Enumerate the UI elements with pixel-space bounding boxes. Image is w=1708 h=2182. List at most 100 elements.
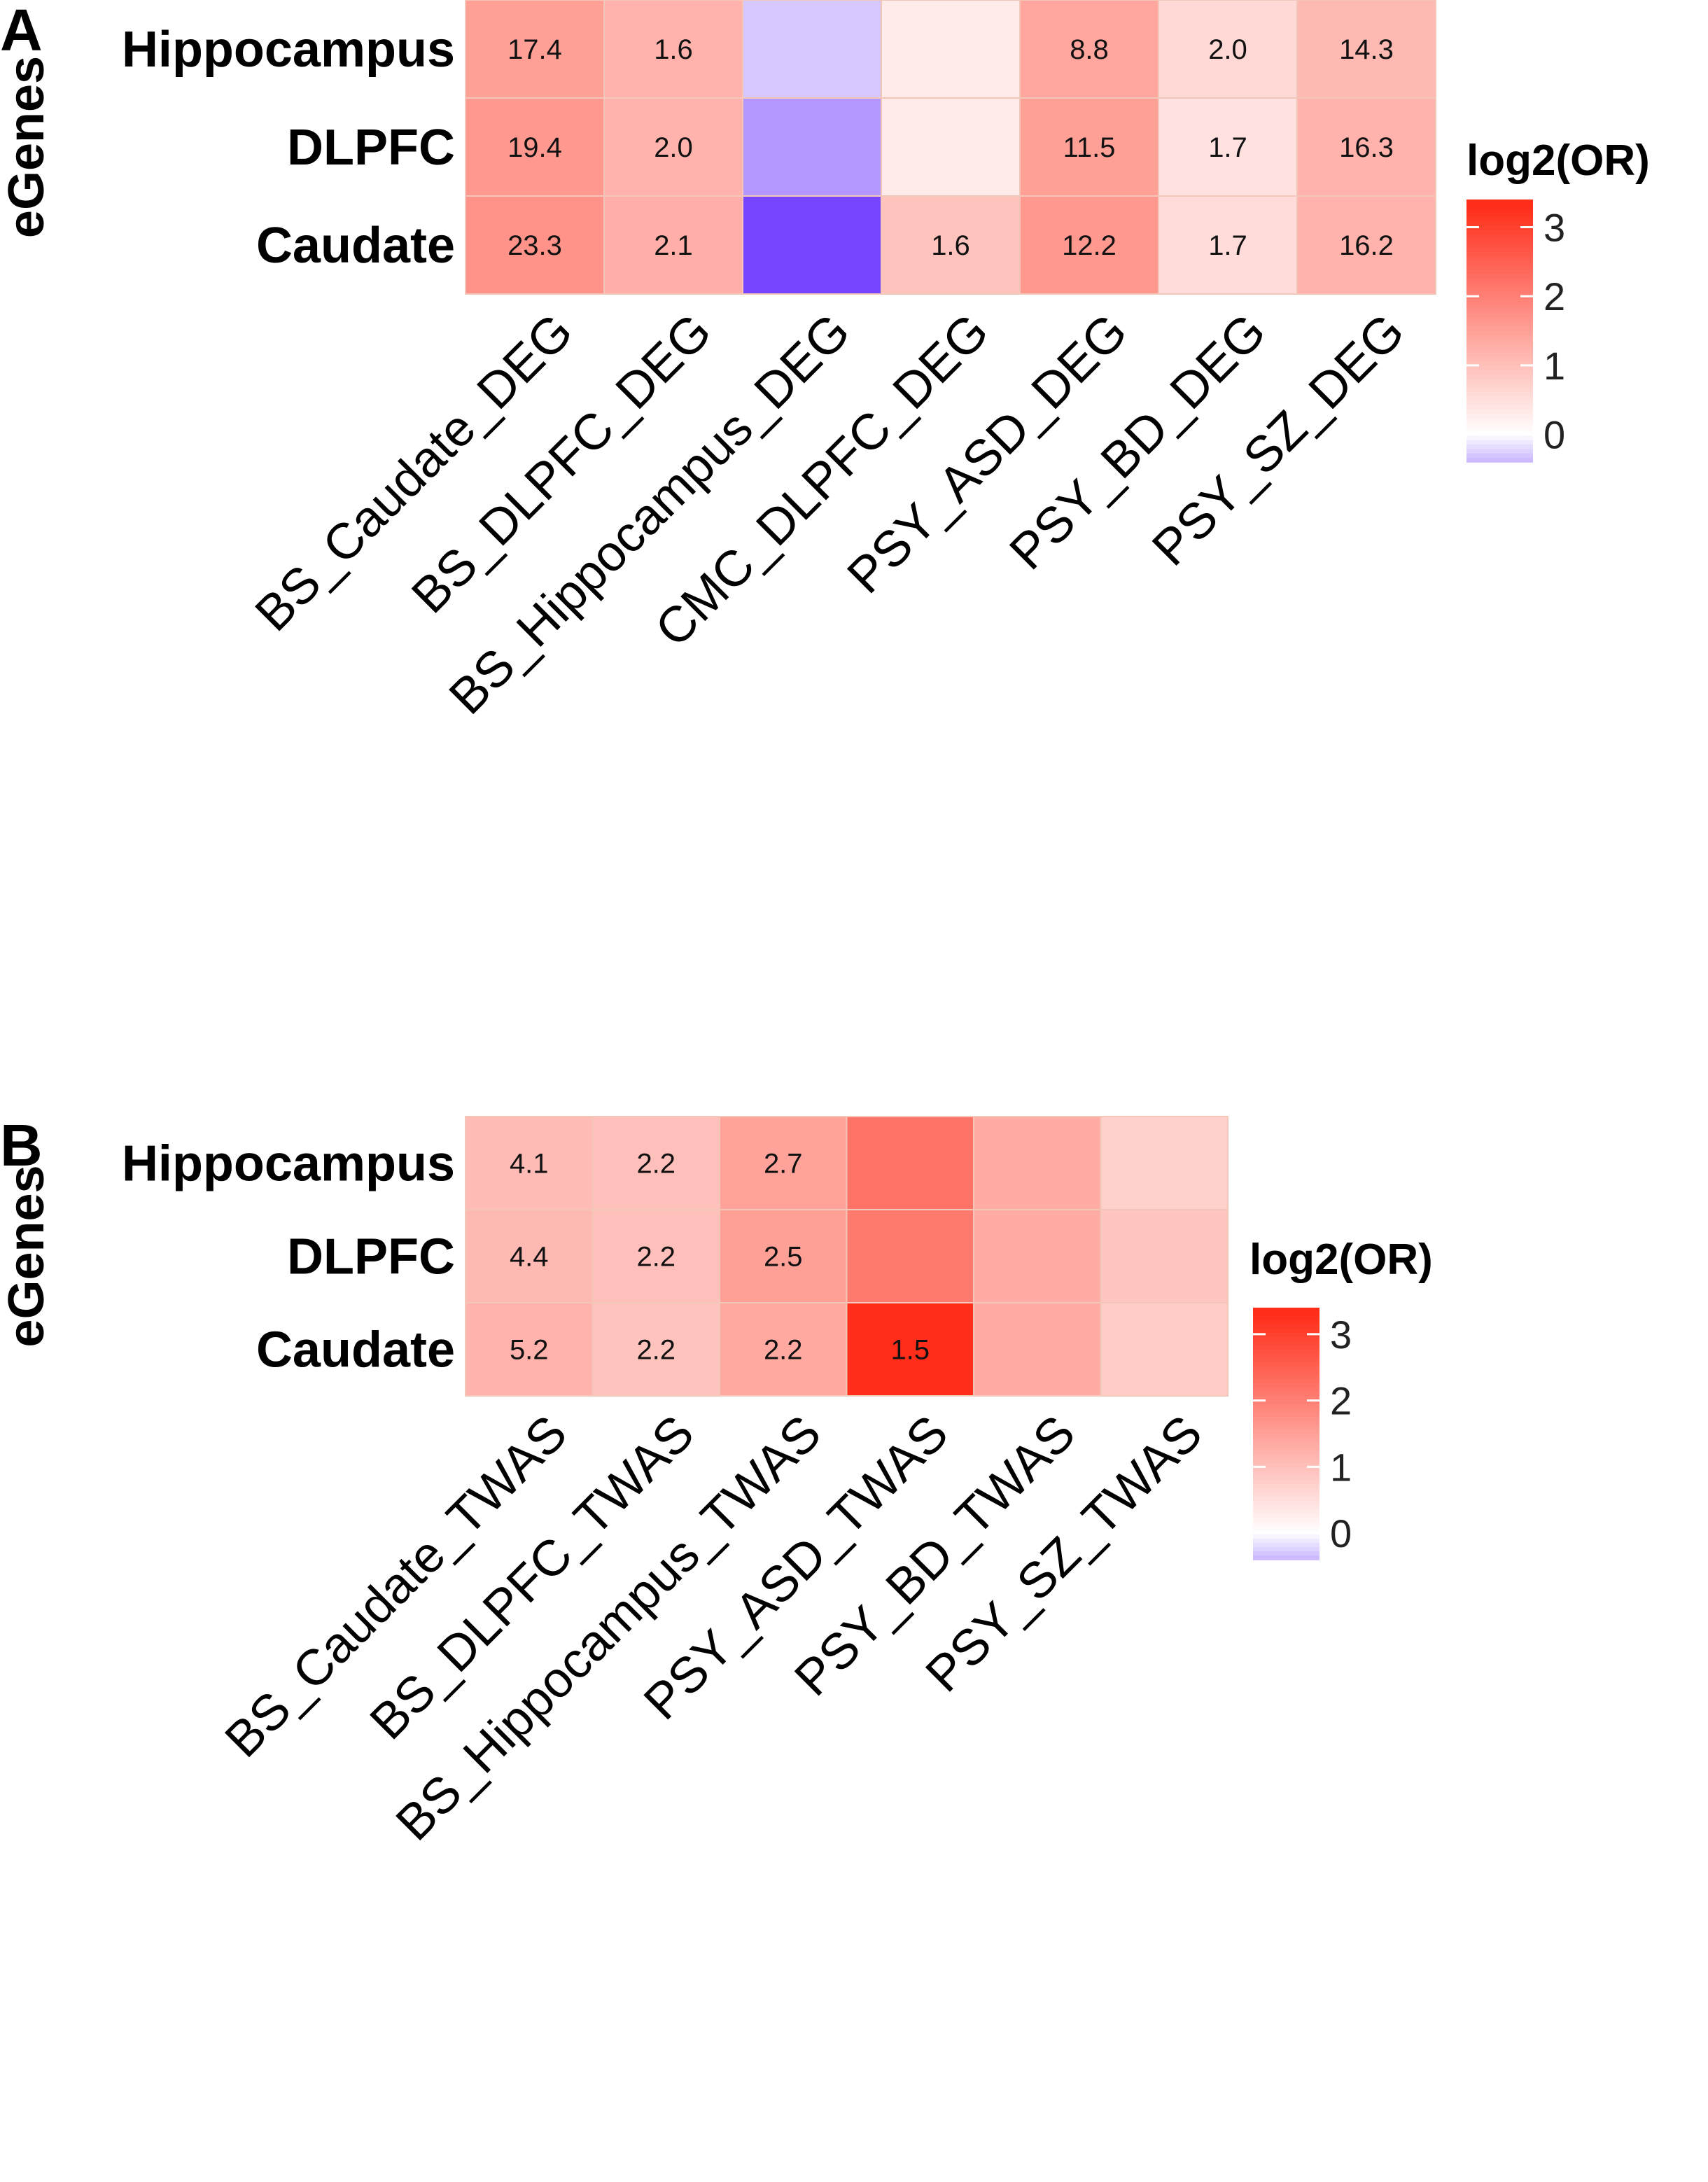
legend-color-bar-segment bbox=[1253, 1312, 1320, 1317]
legend-color-bar-segment bbox=[1466, 410, 1533, 415]
legend-color-bar-segment bbox=[1253, 1455, 1320, 1460]
legend-color-bar-segment bbox=[1466, 379, 1533, 384]
y-axis-title: eGenes bbox=[0, 56, 55, 238]
row-label: Hippocampus bbox=[122, 1136, 455, 1192]
cell-value-label: 14.3 bbox=[1339, 34, 1394, 65]
legend-color-bar-segment bbox=[1466, 239, 1533, 244]
heatmap-cell bbox=[1100, 1116, 1228, 1210]
heatmap-cell bbox=[719, 1116, 848, 1210]
legend-color-bar-segment bbox=[1253, 1324, 1320, 1329]
legend-color-bar-segment bbox=[1253, 1467, 1320, 1472]
legend-color-bar-segment bbox=[1466, 435, 1533, 441]
legend-color-bar-segment bbox=[1466, 383, 1533, 389]
legend-tick-label: 1 bbox=[1544, 344, 1565, 388]
legend-color-bar-segment bbox=[1253, 1341, 1320, 1346]
legend-color-bar-segment bbox=[1466, 361, 1533, 367]
cell-value-label: 1.7 bbox=[1208, 132, 1247, 163]
cell-value-label: 4.1 bbox=[510, 1149, 549, 1180]
legend-color-bar-segment bbox=[1253, 1509, 1320, 1514]
heatmap-cell bbox=[465, 1302, 594, 1397]
legend-color-bar-segment bbox=[1466, 204, 1533, 209]
legend-color-bar-segment bbox=[1466, 295, 1533, 301]
heatmap-cell bbox=[465, 97, 605, 197]
legend-color-bar-segment bbox=[1466, 414, 1533, 419]
cell-value-label: 19.4 bbox=[507, 132, 562, 163]
legend-color-bar-segment bbox=[1253, 1522, 1320, 1527]
cell-value-label: 2.1 bbox=[654, 230, 693, 261]
legend-color-bar-segment bbox=[1466, 305, 1533, 310]
legend-color-bar-segment bbox=[1466, 317, 1533, 323]
legend-color-bar-segment bbox=[1253, 1333, 1320, 1338]
legend-color-bar-segment bbox=[1253, 1337, 1320, 1342]
legend-color-bar-segment bbox=[1253, 1505, 1320, 1510]
legend-color-bar-segment bbox=[1466, 212, 1533, 218]
heatmap-cell bbox=[1019, 0, 1159, 99]
legend-color-bar-segment bbox=[1466, 274, 1533, 279]
legend-color-bar-segment bbox=[1253, 1442, 1320, 1447]
legend-color-bar-segment bbox=[1253, 1358, 1320, 1363]
legend-color-bar-segment bbox=[1253, 1459, 1320, 1464]
legend-color-bar-segment bbox=[1253, 1446, 1320, 1451]
legend-color-bar-segment bbox=[1253, 1501, 1320, 1506]
panel-letter: A bbox=[0, 0, 43, 63]
legend-color-bar-segment bbox=[1466, 256, 1533, 262]
panel-letter: B bbox=[0, 1112, 43, 1178]
legend-color-bar-segment bbox=[1466, 287, 1533, 293]
legend-color-bar-segment bbox=[1466, 440, 1533, 445]
cell-value-label: 2.2 bbox=[636, 1242, 676, 1273]
legend-color-bar-segment bbox=[1466, 291, 1533, 297]
legend-color-bar-segment bbox=[1253, 1539, 1320, 1544]
cell-value-label: 2.0 bbox=[1208, 34, 1247, 65]
legend-color-bar-segment bbox=[1466, 270, 1533, 275]
legend-color-bar-segment bbox=[1253, 1547, 1320, 1552]
heatmap-panel-a: A 17.4 1.6 8.8 2.0 14.3 19.4 2.0 11.5 1.7 16.3 23.3… bbox=[0, 0, 1650, 725]
row-label: DLPFC bbox=[287, 1229, 455, 1285]
legend-tick-label: 1 bbox=[1330, 1445, 1352, 1489]
legend-tick-label: 0 bbox=[1544, 413, 1565, 457]
cell-value-label: 5.2 bbox=[510, 1335, 549, 1366]
column-tick-label: PSY_SZ_DEG bbox=[1142, 303, 1415, 576]
legend-color-bar-segment bbox=[1253, 1513, 1320, 1518]
cell-value-label: 23.3 bbox=[507, 230, 562, 261]
cell-value-label: 2.2 bbox=[636, 1335, 676, 1366]
heatmap-cell bbox=[465, 1116, 594, 1210]
legend-color-bar-segment bbox=[1253, 1450, 1320, 1455]
cell-value-label: 16.2 bbox=[1339, 230, 1394, 261]
y-axis-title: eGenes bbox=[0, 1165, 55, 1347]
legend-color-bar-segment bbox=[1253, 1488, 1320, 1493]
legend-color-bar-segment bbox=[1466, 243, 1533, 249]
cell-value-label: 1.6 bbox=[654, 34, 693, 65]
row-label: Caudate bbox=[256, 1322, 455, 1378]
legend-tick-label: 2 bbox=[1330, 1379, 1352, 1423]
legend-color-bar-segment bbox=[1253, 1354, 1320, 1359]
legend-tick-label: 3 bbox=[1544, 205, 1565, 249]
legend-color-bar-segment bbox=[1253, 1392, 1320, 1397]
legend-color-bar-segment bbox=[1466, 348, 1533, 354]
legend-color-bar-segment bbox=[1253, 1379, 1320, 1384]
legend-color-bar-segment bbox=[1466, 375, 1533, 380]
legend-color-bar-segment bbox=[1466, 313, 1533, 319]
legend-color-bar-segment bbox=[1253, 1362, 1320, 1367]
legend-color-bar-segment bbox=[1253, 1497, 1320, 1502]
legend-color-bar-segment bbox=[1466, 340, 1533, 345]
cell-value-label: 12.2 bbox=[1062, 230, 1116, 261]
legend-color-bar-segment bbox=[1466, 392, 1533, 398]
legend-color-bar-segment bbox=[1253, 1350, 1320, 1355]
row-label: Hippocampus bbox=[122, 22, 455, 78]
legend-color-bar-segment bbox=[1466, 230, 1533, 235]
legend-color-bar-segment bbox=[1253, 1421, 1320, 1426]
heatmap-cell bbox=[1296, 97, 1436, 197]
column-tick-label: PSY_BD_DEG bbox=[999, 303, 1276, 580]
legend-color-bar-segment bbox=[1253, 1316, 1320, 1321]
legend-color-bar-segment bbox=[1253, 1530, 1320, 1535]
legend-color-bar-segment bbox=[1253, 1429, 1320, 1434]
heatmap-cell bbox=[719, 1302, 848, 1397]
legend-color-bar-segment bbox=[1253, 1438, 1320, 1443]
legend-color-bar-segment bbox=[1466, 221, 1533, 227]
legend-color-bar-segment bbox=[1253, 1526, 1320, 1531]
legend-color-bar-segment bbox=[1466, 387, 1533, 393]
legend-color-bar-segment bbox=[1253, 1387, 1320, 1392]
legend-color-bar-segment bbox=[1253, 1375, 1320, 1380]
legend-color-bar-segment bbox=[1253, 1463, 1320, 1468]
heatmap-cell bbox=[465, 0, 605, 99]
